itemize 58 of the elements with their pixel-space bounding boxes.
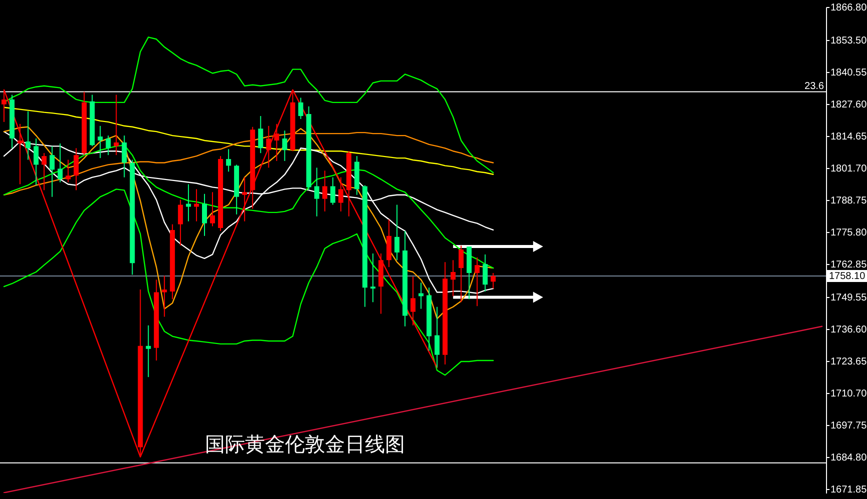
candlestick	[66, 159, 71, 183]
candlestick	[50, 146, 55, 198]
line-series	[3, 188, 494, 376]
candlestick	[490, 272, 496, 290]
candlestick	[42, 152, 47, 191]
candlestick	[434, 306, 440, 368]
candlestick	[58, 142, 63, 183]
candlestick	[226, 148, 232, 172]
candlestick	[482, 254, 488, 292]
candlestick	[106, 135, 111, 156]
y-tick-label: 1866.80	[830, 2, 867, 14]
candlestick	[274, 123, 280, 162]
ref-line-label: 1758.10	[829, 270, 866, 282]
candlestick	[474, 256, 480, 307]
candlestick	[202, 193, 207, 236]
y-tick-label: 1697.75	[830, 420, 867, 432]
candlestick	[314, 167, 320, 217]
candlestick	[258, 116, 264, 154]
y-tick-label: 1749.55	[830, 292, 867, 304]
y-tick-label: 1775.80	[830, 228, 867, 239]
candlestick	[322, 170, 328, 212]
candlestick	[122, 135, 127, 178]
candlestick	[242, 176, 248, 222]
annotation: 23.6	[804, 80, 824, 92]
candlestick	[210, 192, 216, 227]
candlestick	[450, 260, 456, 297]
candlestick	[178, 199, 183, 246]
candlestick	[266, 125, 272, 168]
candlestick	[162, 275, 167, 318]
candlestick	[114, 94, 119, 156]
y-tick-label: 1827.60	[830, 100, 867, 111]
y-tick-label: 1710.70	[830, 388, 867, 400]
candlestick	[410, 276, 416, 326]
candlestick	[370, 252, 376, 303]
candlestick	[298, 97, 304, 120]
candlestick	[282, 130, 288, 162]
y-tick-label: 1723.65	[830, 356, 867, 368]
candlestick	[146, 324, 151, 378]
candlestick	[34, 138, 39, 186]
y-tick-label: 1684.80	[830, 452, 867, 464]
y-tick-label: 1840.55	[830, 68, 867, 79]
candlestick	[98, 125, 103, 159]
y-tick-label: 1736.60	[830, 324, 867, 336]
y-tick-label: 1671.85	[830, 484, 867, 496]
y-tick-label: 1762.85	[830, 260, 867, 271]
line-series	[3, 106, 494, 175]
candlestick	[458, 245, 464, 303]
candlestick	[74, 148, 79, 191]
y-tick-label: 1853.50	[830, 36, 867, 47]
candlestick	[330, 176, 336, 206]
candlestick	[18, 123, 23, 185]
y-tick-label: 1801.70	[830, 164, 867, 175]
candlestick	[338, 176, 344, 212]
y-tick-label: 1814.65	[830, 132, 867, 143]
y-tick-label: 1788.75	[830, 196, 867, 207]
line-series	[3, 126, 494, 320]
candlestick	[394, 204, 400, 261]
candlestick	[26, 110, 31, 160]
